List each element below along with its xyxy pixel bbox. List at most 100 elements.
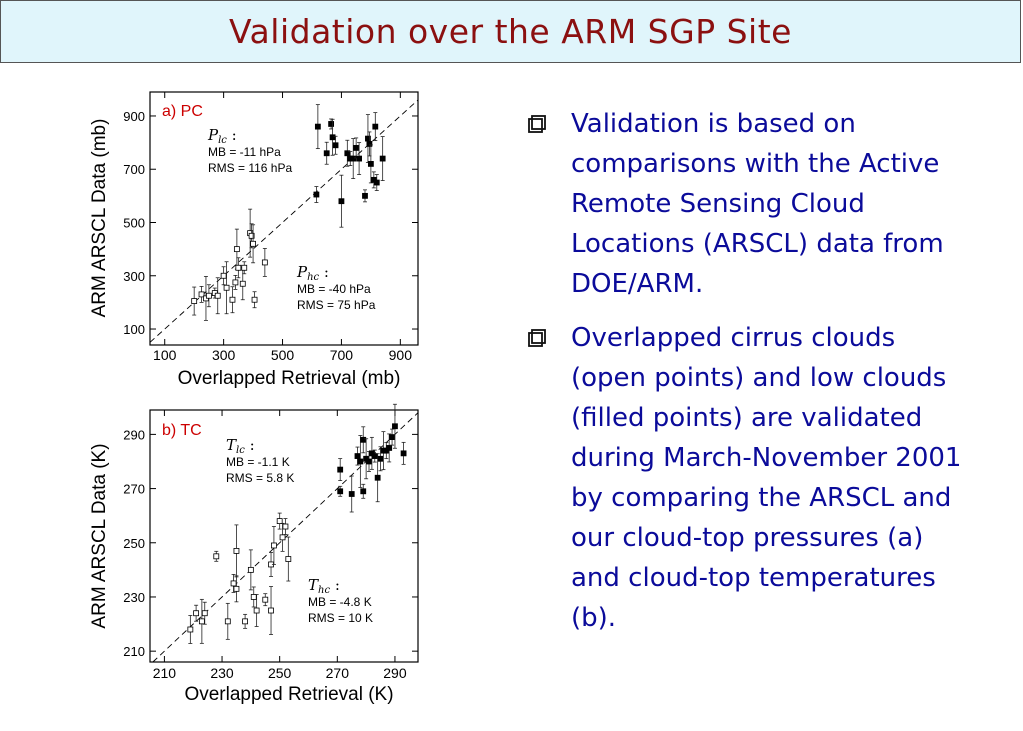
y-tick-label: 100 bbox=[123, 322, 145, 337]
x-tick-label: 210 bbox=[153, 665, 177, 681]
data-point-open bbox=[271, 542, 277, 549]
data-point-filled bbox=[371, 453, 378, 459]
data-point-filled bbox=[360, 488, 367, 495]
data-point-filled bbox=[328, 121, 335, 127]
data-point-filled bbox=[367, 161, 374, 167]
data-point-filled bbox=[338, 198, 345, 205]
data-point-open bbox=[224, 618, 231, 625]
plot-frame bbox=[149, 91, 419, 346]
data-point-open bbox=[229, 296, 236, 303]
bullet-item: Validation is based on comparisons with … bbox=[525, 104, 1020, 304]
data-point-open bbox=[253, 607, 260, 614]
data-point-open bbox=[251, 296, 258, 303]
data-point-filled bbox=[353, 145, 360, 151]
data-point-open bbox=[233, 246, 240, 253]
y-tick-label: 900 bbox=[123, 109, 145, 124]
x-tick-label: 500 bbox=[271, 347, 295, 363]
stats-mb: MB = -11 hPa bbox=[208, 145, 281, 159]
data-point-open bbox=[239, 280, 246, 287]
stats-annotation-symbol: Plc : bbox=[207, 126, 237, 146]
data-point-open bbox=[285, 556, 292, 562]
data-point-filled bbox=[374, 474, 381, 481]
data-point-filled bbox=[386, 445, 393, 451]
data-point-filled bbox=[337, 488, 344, 495]
bullet-text: Validation is based on comparisons with … bbox=[571, 109, 944, 299]
x-tick-label: 290 bbox=[383, 665, 407, 681]
x-tick-label: 700 bbox=[330, 347, 354, 363]
stats-annotation-symbol: Phc : bbox=[296, 263, 329, 283]
data-point-filled bbox=[314, 123, 321, 130]
data-point-open bbox=[279, 534, 286, 541]
x-tick-label: 300 bbox=[212, 347, 236, 363]
data-point-open bbox=[193, 610, 200, 617]
x-axis-label: Overlapped Retrieval (mb) bbox=[178, 368, 401, 389]
y-tick-label: 270 bbox=[123, 482, 145, 497]
stats-annotation-symbol: Tlc : bbox=[226, 436, 255, 456]
x-tick-label: 100 bbox=[153, 347, 177, 363]
y-axis-label: ARM ARSCL Data (mb) bbox=[89, 119, 110, 318]
data-point-open bbox=[241, 264, 248, 271]
panel-label: a) PC bbox=[162, 103, 203, 120]
title-bar: Validation over the ARM SGP Site bbox=[0, 0, 1021, 63]
data-point-open bbox=[247, 566, 254, 573]
data-point-filled bbox=[323, 150, 330, 157]
chart-panel-tc: 210 230 250 270 290 210 230 250 270 290 Overlapped… bbox=[89, 403, 419, 705]
data-point-open bbox=[276, 518, 283, 524]
data-point-open bbox=[220, 272, 227, 279]
data-point-open bbox=[282, 523, 289, 530]
data-point-filled bbox=[362, 192, 368, 199]
x-tick-label: 270 bbox=[326, 665, 350, 681]
data-point-filled bbox=[350, 155, 357, 162]
data-point-open bbox=[250, 594, 257, 600]
checkbox-bullet-icon bbox=[528, 115, 546, 133]
data-point-open bbox=[201, 610, 208, 617]
data-point-open bbox=[223, 284, 230, 291]
y-axis-label: ARM ARSCL Data (K) bbox=[89, 443, 110, 628]
y-tick-label: 500 bbox=[123, 215, 145, 230]
data-point-filled bbox=[366, 141, 373, 147]
data-point-open bbox=[198, 618, 205, 625]
data-point-open bbox=[242, 618, 248, 625]
data-point-open bbox=[198, 291, 205, 298]
stats-mb: MB = -1.1 K bbox=[226, 455, 290, 469]
data-point-filled bbox=[372, 123, 379, 130]
data-point-filled bbox=[332, 142, 339, 149]
data-point-open bbox=[191, 298, 198, 304]
data-point-open bbox=[233, 548, 240, 554]
data-point-filled bbox=[348, 491, 355, 497]
checkbox-bullet-icon bbox=[528, 329, 546, 347]
data-point-open bbox=[235, 264, 242, 271]
x-axis-label: Overlapped Retrieval (K) bbox=[184, 684, 393, 705]
data-point-filled bbox=[373, 179, 380, 186]
data-point-open bbox=[248, 232, 255, 239]
data-point-open bbox=[187, 626, 194, 633]
stats-mb: MB = -40 hPa bbox=[297, 282, 371, 296]
data-point-open bbox=[268, 607, 274, 614]
bullet-text: Overlapped cirrus clouds (open points) a… bbox=[571, 323, 962, 633]
stats-annotation-symbol: Thc : bbox=[308, 576, 340, 596]
stats-rms: RMS = 5.8 K bbox=[226, 471, 294, 485]
data-point-filled bbox=[337, 466, 344, 473]
y-tick-label: 230 bbox=[123, 590, 145, 605]
bullet-list: Validation is based on comparisons with … bbox=[525, 104, 1020, 652]
stats-mb: MB = -4.8 K bbox=[308, 595, 372, 609]
data-point-open bbox=[262, 596, 269, 603]
data-point-filled bbox=[357, 458, 364, 465]
data-point-open bbox=[206, 292, 212, 299]
data-point-open bbox=[213, 553, 220, 560]
y-tick-label: 250 bbox=[123, 536, 145, 551]
x-tick-label: 230 bbox=[210, 665, 234, 681]
stats-rms: RMS = 116 hPa bbox=[208, 161, 292, 175]
data-point-filled bbox=[377, 455, 384, 462]
data-point-filled bbox=[392, 423, 398, 430]
plot-frame bbox=[149, 409, 419, 663]
data-point-open bbox=[230, 580, 237, 587]
data-point-open bbox=[232, 279, 239, 286]
data-point-open bbox=[214, 292, 221, 299]
page-title: Validation over the ARM SGP Site bbox=[229, 12, 792, 51]
data-point-filled bbox=[389, 434, 395, 440]
chart-panel-pc: 100 300 500 700 900 100 300 500 700 900 Overlapped… bbox=[89, 91, 419, 389]
data-point-filled bbox=[360, 436, 367, 443]
data-point-open bbox=[261, 259, 268, 266]
